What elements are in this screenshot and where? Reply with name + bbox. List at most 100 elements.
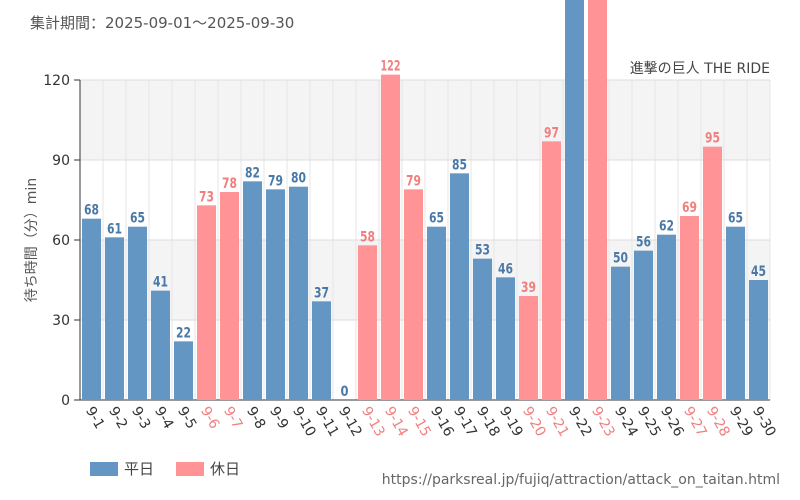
data-label: 69 (682, 200, 697, 216)
bar (588, 0, 607, 400)
bar (404, 189, 423, 400)
legend: 平日 休日 (90, 458, 262, 479)
data-label: 82 (245, 165, 260, 181)
x-tick-label: 9-26 (657, 404, 687, 440)
x-tick-label: 9-25 (634, 404, 664, 440)
bar (105, 237, 124, 400)
data-label: 22 (176, 325, 191, 341)
bar (128, 226, 147, 400)
x-tick-label: 9-21 (542, 404, 572, 440)
bar (312, 301, 331, 400)
bar (82, 218, 101, 400)
data-label: 53 (475, 243, 490, 259)
data-label: 85 (452, 157, 467, 173)
bar (634, 250, 653, 400)
x-tick-label: 9-2 (105, 404, 130, 432)
x-tick-label: 9-3 (128, 404, 153, 432)
data-label: 65 (130, 211, 145, 227)
data-label: 97 (544, 125, 559, 141)
x-tick-label: 9-1 (82, 404, 107, 432)
x-tick-label: 9-20 (519, 404, 549, 440)
x-tick-label: 9-8 (243, 404, 268, 432)
data-label: 50 (613, 251, 628, 267)
data-label: 62 (659, 219, 674, 235)
data-label: 122 (381, 59, 401, 75)
bar (565, 0, 584, 400)
x-tick-label: 9-5 (174, 404, 199, 432)
legend-holiday-label: 休日 (210, 460, 241, 478)
x-tick-label: 9-15 (404, 404, 434, 440)
legend-holiday: 休日 (176, 458, 240, 479)
bar (657, 234, 676, 400)
x-tick-label: 9-22 (565, 404, 595, 440)
bar (611, 266, 630, 400)
x-tick-label: 9-7 (220, 404, 245, 432)
data-label: 80 (291, 171, 306, 187)
bar (749, 280, 768, 400)
x-tick-label: 9-14 (381, 404, 411, 440)
x-tick-label: 9-13 (358, 404, 388, 440)
x-tick-label: 9-10 (289, 404, 319, 440)
source-url[interactable]: https://parksreal.jp/fujiq/attraction/at… (381, 472, 780, 488)
x-tick-label: 9-16 (427, 404, 457, 440)
x-tick-label: 9-6 (197, 404, 222, 432)
bar (220, 192, 239, 400)
bar (726, 226, 745, 400)
x-tick-label: 9-9 (266, 404, 291, 432)
x-tick-label: 9-27 (680, 404, 710, 440)
legend-holiday-swatch (176, 461, 205, 476)
bar (496, 277, 515, 400)
data-label: 79 (268, 173, 283, 189)
bar (450, 173, 469, 400)
bar (473, 258, 492, 400)
legend-weekday: 平日 (90, 458, 154, 479)
data-label: 37 (314, 285, 329, 301)
x-tick-label: 9-19 (496, 404, 526, 440)
y-axis-label: 待ち時間（分）min (24, 178, 40, 302)
data-label: 56 (636, 235, 651, 251)
y-tick-label: 120 (43, 73, 70, 89)
x-tick-label: 9-30 (749, 404, 779, 440)
bar (542, 141, 561, 401)
bar (289, 186, 308, 400)
period-label: 集計期間：2025-09-01～2025-09-30 (30, 14, 295, 32)
bar (151, 290, 170, 400)
bar (266, 189, 285, 400)
data-label: 78 (222, 176, 237, 192)
data-label: 0 (341, 384, 349, 400)
data-label: 46 (498, 261, 513, 277)
data-label: 58 (360, 229, 375, 245)
data-label: 45 (751, 264, 766, 280)
legend-weekday-swatch (90, 461, 118, 476)
data-label: 61 (107, 221, 122, 237)
x-tick-label: 9-28 (703, 404, 733, 440)
chart-title: 進撃の巨人 THE RIDE (630, 61, 770, 77)
bar (381, 74, 400, 401)
y-tick-label: 90 (52, 153, 70, 169)
x-tick-label: 9-23 (588, 404, 618, 440)
bar (358, 245, 377, 400)
x-tick-label: 9-24 (611, 404, 641, 440)
bar (197, 205, 216, 400)
data-label: 65 (429, 211, 444, 227)
x-tick-label: 9-18 (473, 404, 503, 440)
legend-weekday-label: 平日 (124, 460, 155, 478)
x-tick-label: 9-12 (335, 404, 365, 440)
y-tick-label: 0 (61, 393, 70, 409)
bar (680, 216, 699, 400)
data-label: 79 (406, 173, 421, 189)
data-label: 39 (521, 280, 536, 296)
bar (519, 296, 538, 400)
data-label: 73 (199, 189, 214, 205)
data-label: 41 (153, 275, 168, 291)
data-label: 95 (705, 131, 720, 147)
x-tick-label: 9-4 (151, 404, 176, 432)
y-tick-label: 60 (52, 233, 70, 249)
bar (174, 341, 193, 400)
y-tick-label: 30 (52, 313, 70, 329)
bar (427, 226, 446, 400)
x-tick-label: 9-29 (726, 404, 756, 440)
data-label: 68 (84, 203, 99, 219)
x-tick-label: 9-17 (450, 404, 480, 440)
